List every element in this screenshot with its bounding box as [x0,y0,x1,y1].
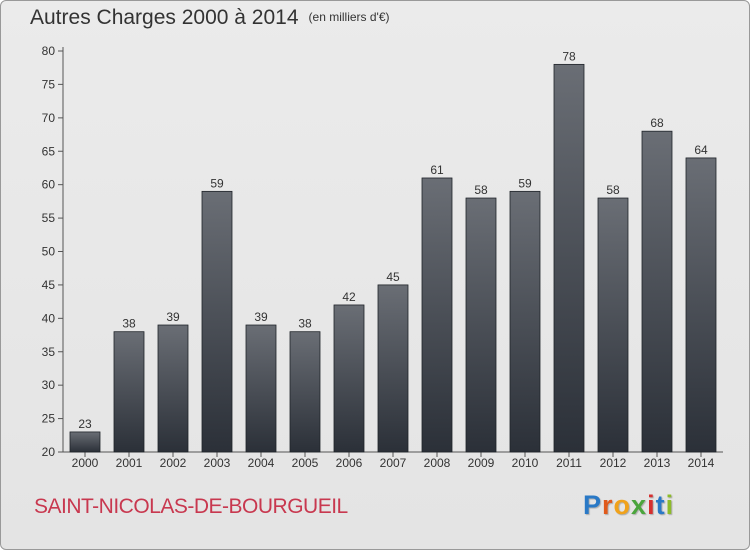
y-tick-label: 45 [42,278,56,292]
bar-2007 [377,284,409,453]
x-tick-label: 2013 [644,456,671,470]
x-tick-label: 2001 [116,456,143,470]
y-tick-label: 30 [42,378,56,392]
bar-value-label: 61 [430,163,444,177]
logo-letter: t [655,490,666,520]
bar-2001 [113,331,145,453]
bar-value-labels: 23 38 39 59 39 38 42 45 61 58 59 78 58 68 64 [78,49,708,431]
bar-value-label: 23 [78,417,92,431]
x-tick-label: 2008 [424,456,451,470]
y-tick-label: 65 [42,144,56,158]
bar-value-label: 42 [342,290,356,304]
y-tick-label: 60 [42,178,56,192]
y-tick-label: 55 [42,211,56,225]
bar-value-label: 58 [606,183,620,197]
logo-letter: i [647,490,656,520]
bar-2012 [597,197,629,453]
x-tick-label: 2002 [160,456,187,470]
y-tick-label: 20 [42,445,56,459]
bar-value-label: 39 [254,310,268,324]
y-tick-label: 40 [42,311,56,325]
chart-title: Autres Charges 2000 à 2014 (en milliers d… [30,6,390,30]
x-tick-label: 2005 [292,456,319,470]
logo-letter: P [583,490,603,520]
x-tick-label: 2003 [204,456,231,470]
x-tick-label: 2011 [556,456,582,470]
x-tick-label: 2006 [336,456,363,470]
logo-letter: i [665,490,675,520]
bar-2004 [245,324,277,453]
bar-value-label: 45 [386,270,400,284]
logo-letter: x [631,490,648,520]
city-name: SAINT-NICOLAS-DE-BOURGUEIL [34,495,348,518]
bar-2009 [465,197,497,453]
bar-value-label: 38 [298,317,312,331]
bar-value-label: 38 [122,317,136,331]
bar-value-label: 39 [166,310,180,324]
x-tick-label: 2000 [72,456,99,470]
y-tick-label: 80 [42,44,56,58]
y-tick-label: 75 [42,77,56,91]
bar-2005 [289,331,321,453]
bar-2006 [333,304,365,453]
x-tick-label: 2014 [688,456,715,470]
logo-letter: r [602,490,614,520]
bar-value-label: 78 [562,49,576,63]
bar-2000 [69,431,101,453]
y-tick-label: 70 [42,111,56,125]
bar-2002 [157,324,189,453]
bar-2008 [421,177,453,453]
y-tick-label: 25 [42,412,56,426]
bar-2011 [553,63,585,453]
y-tick-label: 35 [42,345,56,359]
bar-value-label: 59 [518,176,532,190]
x-tick-label: 2009 [468,456,495,470]
x-tick-label: 2004 [248,456,275,470]
x-tick-label: 2012 [600,456,627,470]
chart-title-text: Autres Charges 2000 à 2014 [30,6,299,29]
x-tick-label: 2010 [512,456,539,470]
x-tick-label: 2007 [380,456,407,470]
logo-letter: o [613,490,632,520]
bar-value-label: 64 [694,143,708,157]
bar-value-label: 59 [210,176,224,190]
proxiti-logo: Proxiti [583,490,674,521]
bar-value-label: 68 [650,116,664,130]
bar-2013 [641,130,673,453]
bar-2010 [509,190,541,453]
bar-2014 [685,157,717,453]
bar-2003 [201,190,233,453]
bars [69,63,717,453]
bar-value-label: 58 [474,183,488,197]
y-tick-label: 50 [42,245,56,259]
chart-unit: (en milliers d'€) [308,10,390,24]
